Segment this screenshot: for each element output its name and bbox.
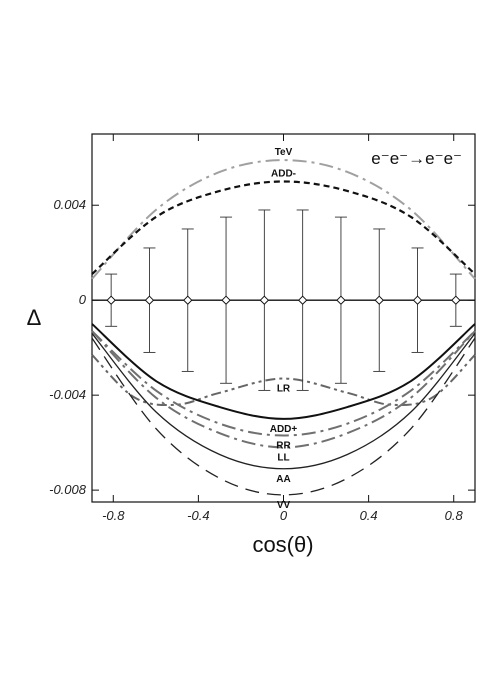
data-point (451, 295, 461, 305)
x-tick-label: 0 (280, 508, 288, 523)
data-points (105, 209, 462, 391)
y-tick-label: 0.004 (53, 197, 86, 212)
series-line-ll (91, 330, 476, 449)
series-label-ll: LL (277, 452, 289, 463)
series-label-add: ADD+ (270, 424, 298, 435)
data-point (336, 295, 346, 305)
y-tick-label: -0.008 (49, 482, 87, 497)
series-label-lr: LR (277, 384, 291, 395)
y-tick-label: -0.004 (49, 387, 86, 402)
x-axis-title: cos(θ) (252, 532, 313, 557)
series-line-add (91, 323, 476, 420)
data-point (412, 295, 423, 305)
process-label: e⁻e⁻→e⁻e⁻ (371, 149, 462, 168)
ticks: -0.8 -0.4 0 0.4 0.8 -0.008 -0.004 0 0.004 (49, 134, 475, 523)
data-point (259, 295, 270, 305)
series-line-rr (91, 330, 476, 437)
y-tick-label: 0 (79, 292, 87, 307)
y-axis-title: Δ (27, 305, 42, 330)
series-line-vv (91, 337, 476, 496)
data-point (106, 295, 116, 305)
series-line-aa (91, 333, 476, 470)
data-point (183, 295, 193, 305)
series-label-rr: RR (276, 441, 291, 452)
series-label-tev: TeV (275, 147, 293, 158)
series-label-vv: VV (277, 500, 291, 511)
x-tick-label: -0.4 (187, 508, 209, 523)
series-line-add (91, 180, 476, 275)
series-layer (91, 159, 476, 496)
x-tick-label: 0.8 (445, 508, 464, 523)
series-label-add: ADD- (271, 168, 296, 179)
data-point (144, 295, 155, 305)
series-label-aa: AA (276, 474, 290, 485)
x-tick-label: 0.4 (360, 508, 378, 523)
data-point (374, 295, 384, 305)
series-line-tev (91, 159, 476, 280)
series-line-lr (91, 354, 476, 407)
data-point (221, 295, 231, 305)
data-point (297, 295, 308, 305)
x-tick-label: -0.8 (102, 508, 125, 523)
